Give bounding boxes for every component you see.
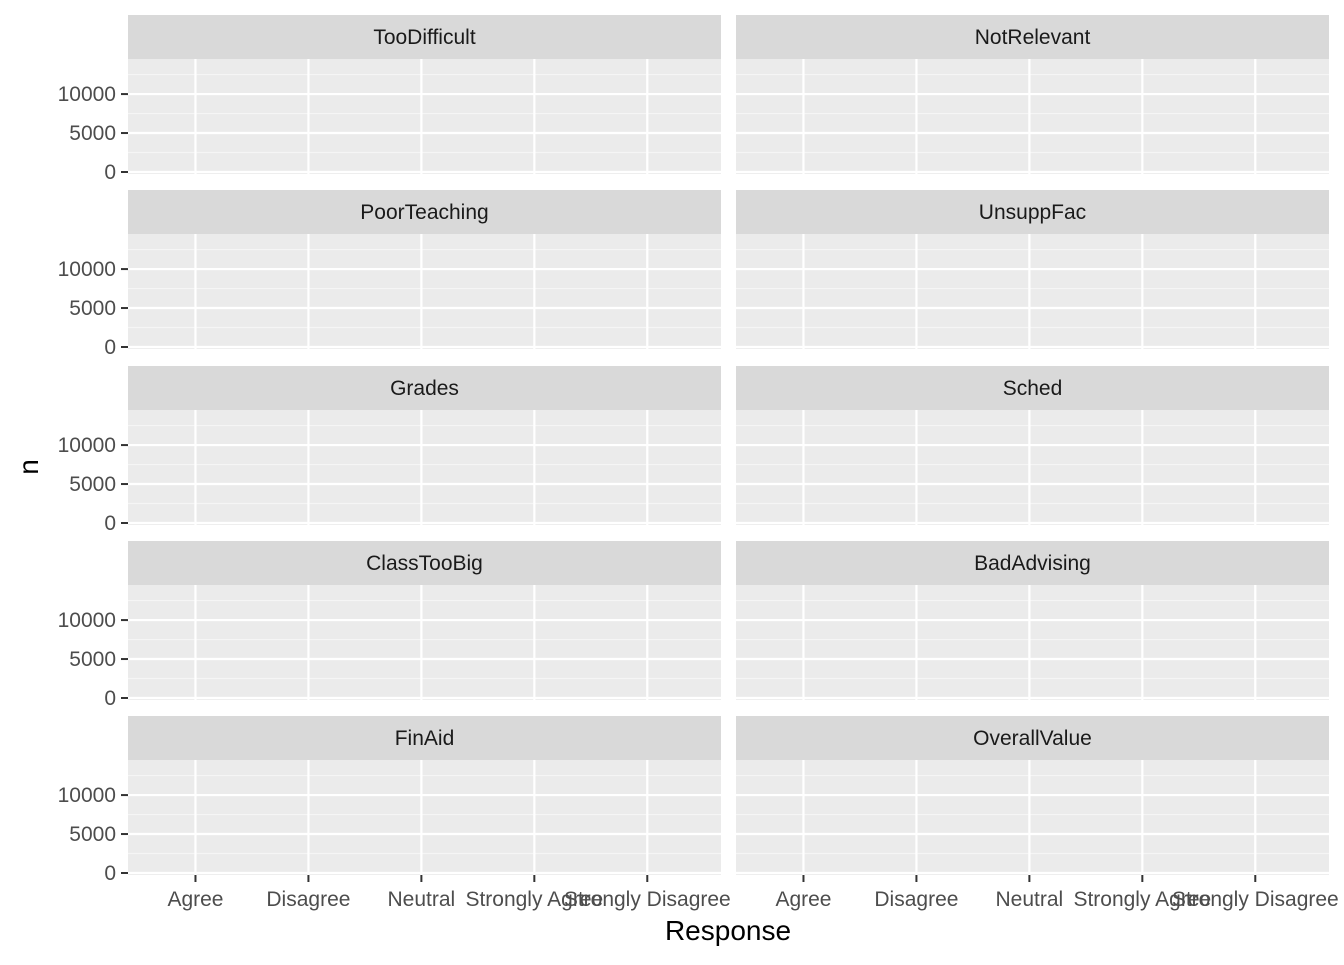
facet-strip <box>128 541 721 585</box>
panel-background <box>736 760 1329 875</box>
x-axis-title: Response <box>665 915 791 946</box>
y-tick-label: 10000 <box>58 434 116 457</box>
panel-background <box>736 410 1329 525</box>
panel-background <box>736 59 1329 174</box>
facet-strip <box>736 366 1329 410</box>
facet-strip <box>736 15 1329 59</box>
y-tick-label: 5000 <box>69 122 116 145</box>
panel-background <box>128 410 721 525</box>
x-tick-label: Neutral <box>996 888 1064 911</box>
y-tick-label: 0 <box>104 336 116 359</box>
panel-background <box>736 234 1329 349</box>
y-tick-label: 5000 <box>69 473 116 496</box>
x-tick-label: Neutral <box>388 888 456 911</box>
x-tick-label: Disagree <box>266 888 350 911</box>
x-tick-label: Disagree <box>874 888 958 911</box>
facet-strip <box>736 541 1329 585</box>
x-tick-label: Agree <box>775 888 831 911</box>
y-axis-title: n <box>13 459 44 475</box>
panel-background <box>128 585 721 700</box>
y-tick-label: 5000 <box>69 648 116 671</box>
facet-strip-label: UnsuppFac <box>979 201 1086 224</box>
y-tick-label: 5000 <box>69 823 116 846</box>
y-tick-label: 10000 <box>58 258 116 281</box>
facet-strip-label: ClassTooBig <box>366 552 483 575</box>
x-tick-label: Strongly Agree <box>1073 888 1211 911</box>
x-tick-label: Strongly Agree <box>465 888 603 911</box>
panel-background <box>128 760 721 875</box>
facet-strip-label: Sched <box>1003 377 1063 400</box>
y-tick-label: 0 <box>104 161 116 184</box>
y-tick-label: 10000 <box>58 609 116 632</box>
y-tick-label: 10000 <box>58 83 116 106</box>
panel-background <box>128 234 721 349</box>
facet-strip <box>128 190 721 234</box>
y-tick-label: 0 <box>104 512 116 535</box>
panel-background <box>128 59 721 174</box>
y-tick-label: 10000 <box>58 784 116 807</box>
y-tick-label: 0 <box>104 687 116 710</box>
panel-background <box>736 585 1329 700</box>
y-tick-label: 0 <box>104 862 116 885</box>
facet-strip <box>128 15 721 59</box>
facet-strip <box>736 716 1329 760</box>
facet-strip-label: Grades <box>390 377 459 400</box>
facet-strip-label: BadAdvising <box>974 552 1091 575</box>
facet-strip-label: PoorTeaching <box>360 201 488 224</box>
x-tick-label: Strongly Disagree <box>564 888 731 911</box>
facet-strip-label: OverallValue <box>973 727 1092 750</box>
facet-strip <box>128 716 721 760</box>
x-tick-label: Agree <box>167 888 223 911</box>
facet-strip <box>128 366 721 410</box>
y-tick-label: 5000 <box>69 297 116 320</box>
facet-strip-label: TooDifficult <box>373 26 475 49</box>
facet-strip-label: FinAid <box>395 727 455 750</box>
facet-strip-label: NotRelevant <box>975 26 1091 49</box>
facet-strip <box>736 190 1329 234</box>
x-tick-label: Strongly Disagree <box>1172 888 1339 911</box>
